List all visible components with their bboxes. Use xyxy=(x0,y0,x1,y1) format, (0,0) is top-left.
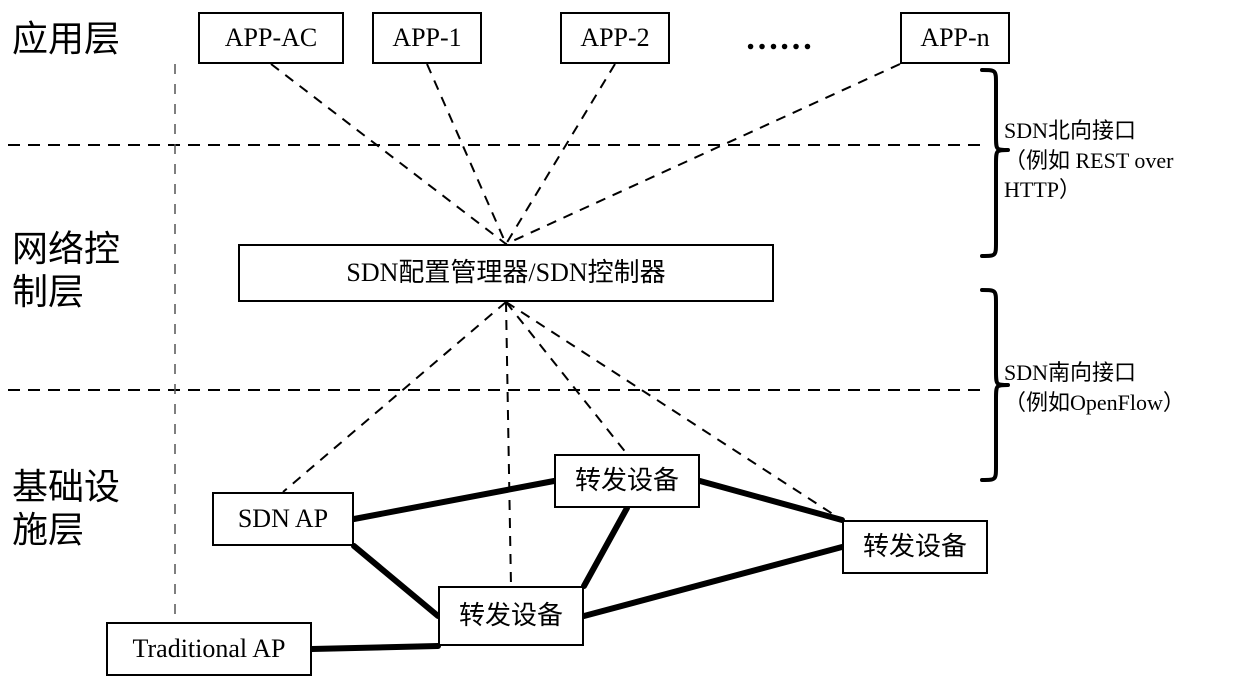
box-fwd-right: 转发设备 xyxy=(842,520,988,574)
box-fwd-bottom: 转发设备 xyxy=(438,586,584,646)
box-trad-ap: Traditional AP xyxy=(106,622,312,676)
box-app-1: APP-1 xyxy=(372,12,482,64)
layer-label-infra: 基础设 施层 xyxy=(12,466,120,552)
box-fwd-top: 转发设备 xyxy=(554,454,700,508)
layer-label-app: 应用层 xyxy=(12,18,120,61)
side-label-south-line2: （例如OpenFlow） xyxy=(1004,390,1185,415)
label-app-dots: …… xyxy=(745,20,813,57)
box-app-n: APP-n xyxy=(900,12,1010,64)
side-label-south-line1: SDN南向接口 xyxy=(1004,360,1136,385)
side-label-south: SDN南向接口 （例如OpenFlow） xyxy=(1004,358,1185,417)
box-controller: SDN配置管理器/SDN控制器 xyxy=(238,244,774,302)
diagram-svg xyxy=(0,0,1240,696)
side-label-north-line2: （例如 REST over HTTP） xyxy=(1004,148,1173,203)
layer-label-ctrl: 网络控 制层 xyxy=(12,228,120,314)
box-app-ac: APP-AC xyxy=(198,12,344,64)
diagram-stage: 应用层 网络控 制层 基础设 施层 APP-AC APP-1 APP-2 …… … xyxy=(0,0,1240,696)
side-label-north: SDN北向接口 （例如 REST over HTTP） xyxy=(1004,116,1240,205)
box-app-2: APP-2 xyxy=(560,12,670,64)
side-label-north-line1: SDN北向接口 xyxy=(1004,118,1136,143)
box-sdn-ap: SDN AP xyxy=(212,492,354,546)
